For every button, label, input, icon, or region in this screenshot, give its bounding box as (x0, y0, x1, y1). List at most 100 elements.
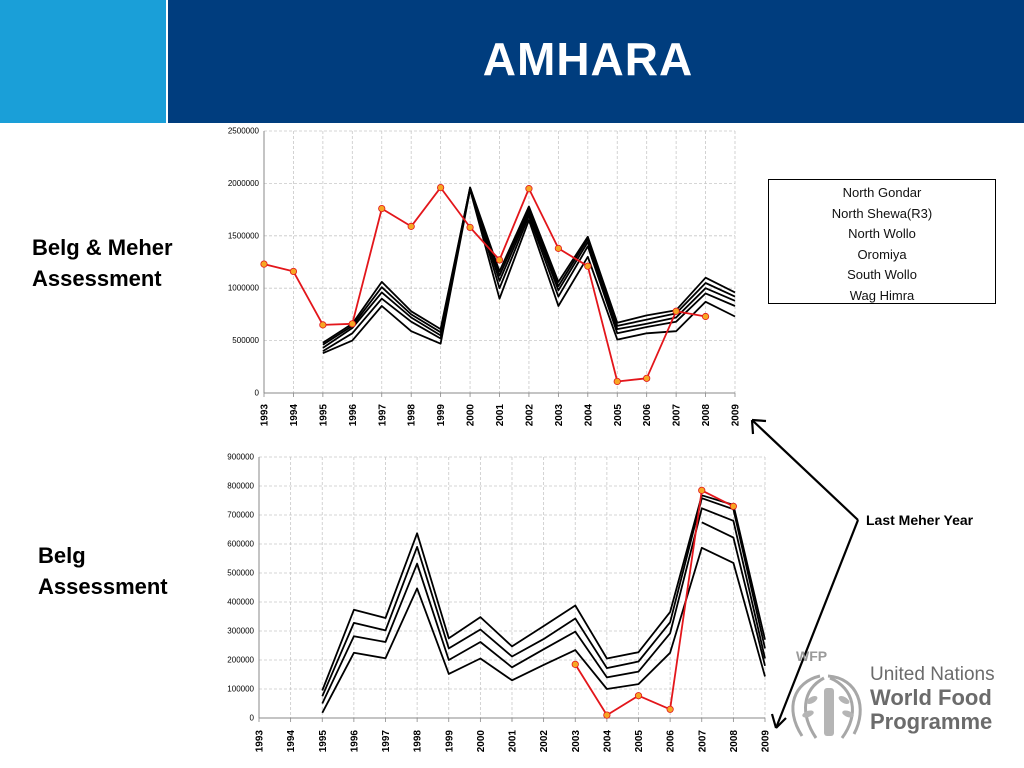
series-line-3 (321, 507, 766, 704)
y-tick-label: 1500000 (228, 231, 260, 240)
series-line-4 (322, 187, 736, 352)
legend-item: South Wollo (847, 267, 917, 283)
series-line-4 (321, 546, 766, 714)
x-tick-label: 2006 (666, 730, 677, 753)
x-tick-label: 2000 (466, 404, 477, 427)
wfp-line2: World Food (870, 685, 992, 710)
series-line-6 (263, 186, 706, 383)
x-tick-label: 1994 (289, 404, 300, 427)
y-tick-label: 700000 (227, 511, 254, 520)
y-tick-label: 200000 (227, 656, 254, 665)
x-tick-label: 2008 (729, 730, 740, 753)
series-point (495, 256, 504, 264)
x-tick-label: 1999 (444, 730, 455, 753)
series-point (289, 267, 298, 276)
series-point (701, 312, 710, 321)
series-point (672, 307, 680, 315)
x-tick-label: 2002 (539, 730, 550, 753)
y-tick-label: 1000000 (228, 284, 260, 293)
arrow-down-head-icon (770, 713, 787, 729)
annotation-last-meher-year: Last Meher Year (866, 512, 974, 528)
y-tick-label: 2500000 (228, 127, 260, 136)
series-point (437, 183, 445, 192)
x-tick-label: 1993 (255, 730, 266, 753)
legend-item: North Shewa(R3) (831, 205, 933, 221)
y-tick-label: 600000 (227, 540, 254, 549)
annotation-arrows (750, 418, 860, 729)
y-tick-label: 500000 (232, 336, 259, 345)
x-tick-label: 2006 (642, 404, 653, 427)
label-belg-line2: Assessment (38, 574, 168, 599)
y-tick-label: 300000 (227, 627, 254, 636)
wfp-line3: Programme (870, 709, 993, 734)
y-tick-label: 900000 (227, 453, 254, 462)
series-point (698, 486, 706, 494)
series-point (407, 222, 415, 230)
series-point (260, 260, 268, 268)
slide-title: AMHARA (482, 32, 694, 85)
series-point (634, 692, 643, 700)
series-point (666, 705, 674, 713)
legend-item: North Gondar (842, 185, 922, 200)
series-point (378, 204, 386, 213)
x-tick-label: 2008 (701, 404, 712, 427)
x-tick-label: 1998 (407, 404, 418, 427)
chart-2: 0 100000 200000 300000 400000 500000 600000 700… (227, 453, 771, 753)
x-tick-label: 2003 (571, 730, 582, 753)
x-tick-label: 2009 (731, 404, 742, 427)
series-line-1 (321, 494, 766, 691)
series-line-1 (322, 186, 736, 344)
series-point (525, 185, 533, 193)
wfp-tag: WFP (796, 648, 828, 664)
y-tick-label: 2000000 (228, 179, 260, 188)
x-tick-label: 1994 (286, 730, 297, 753)
x-tick-label: 1995 (318, 404, 329, 427)
header-bar (168, 0, 1024, 123)
x-tick-label: 2004 (583, 404, 594, 427)
series-point (319, 321, 327, 329)
y-tick-label: 0 (250, 714, 255, 723)
y-tick-label: 100000 (227, 685, 254, 694)
x-tick-label: 1999 (436, 404, 447, 427)
x-tick-label: 2009 (761, 730, 772, 753)
label-belg-meher: Belg & Meher Assessment (32, 232, 173, 294)
series-point (348, 320, 356, 328)
x-tick-label: 1997 (377, 404, 388, 427)
label-belg-meher-line1: Belg & Meher (32, 235, 173, 260)
arrow-down-line (774, 519, 860, 729)
legend-item: Wag Himra (849, 287, 915, 303)
series-point (643, 374, 651, 382)
y-tick-label: 500000 (227, 569, 254, 578)
wfp-line1: United Nations (870, 664, 995, 685)
series-point (613, 377, 621, 386)
x-tick-label: 2004 (602, 730, 613, 753)
x-tick-label: 2003 (554, 404, 565, 427)
arrow-up-line (751, 419, 859, 521)
series-point (554, 244, 562, 252)
x-tick-label: 1996 (349, 730, 360, 753)
series-point (466, 223, 474, 232)
series-point (571, 660, 579, 668)
label-belg: Belg Assessment (38, 540, 168, 602)
wfp-wordmark: United Nations World Food Programme (870, 664, 995, 734)
x-tick-label: 2007 (697, 730, 708, 753)
x-tick-label: 2005 (634, 730, 645, 753)
series-line-2 (322, 186, 736, 346)
x-tick-label: 1998 (413, 730, 424, 753)
x-tick-label: 2001 (495, 404, 506, 427)
x-tick-label: 2002 (524, 404, 535, 427)
wfp-emblem-icon (791, 674, 862, 739)
series-line-2 (321, 497, 766, 697)
series-point (584, 262, 592, 270)
y-tick-label: 0 (255, 389, 260, 398)
legend: North Gondar North Shewa(R3) North Wollo… (768, 179, 996, 304)
x-tick-label: 2000 (476, 730, 487, 753)
x-tick-label: 2007 (672, 404, 683, 427)
x-tick-label: 1997 (381, 730, 392, 753)
series-line-3 (322, 187, 736, 349)
x-tick-label: 2005 (613, 404, 624, 427)
y-tick-label: 400000 (227, 598, 254, 607)
header-accent-block (0, 0, 166, 123)
label-belg-line1: Belg (38, 543, 86, 568)
series-point (603, 711, 611, 719)
